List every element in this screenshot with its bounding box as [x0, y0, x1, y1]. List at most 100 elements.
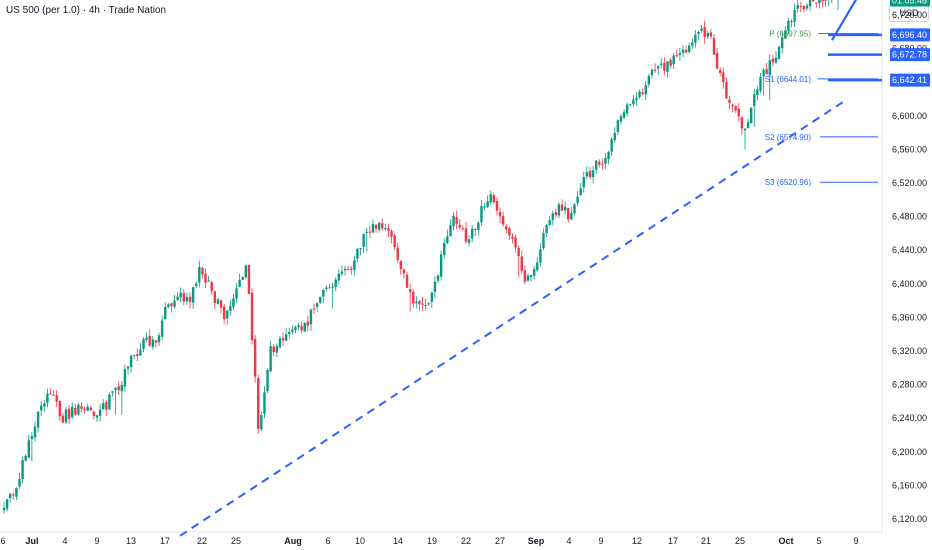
- candle-body: [821, 0, 824, 2]
- candle-body: [27, 440, 31, 458]
- candle-body: [650, 69, 654, 76]
- candle-body: [588, 170, 592, 178]
- candle-body: [43, 403, 46, 407]
- candle-body: [722, 72, 725, 83]
- y-tick-label: 6,200.00: [892, 447, 927, 457]
- candle-body: [49, 393, 52, 395]
- candle-body: [594, 160, 598, 170]
- candle-body: [288, 331, 291, 335]
- candle-body: [145, 337, 148, 340]
- candle-body: [5, 499, 9, 509]
- candle-body: [67, 408, 71, 419]
- candle-body: [312, 308, 316, 310]
- x-tick-label: 6: [325, 536, 330, 546]
- candle-body: [356, 248, 359, 259]
- candle-body: [359, 247, 362, 250]
- candle-body: [229, 306, 232, 311]
- candle-body: [802, 6, 806, 10]
- candle-body: [567, 208, 570, 220]
- pivot-level-label: S3 (6520.96): [765, 178, 812, 187]
- candle-body: [455, 216, 458, 224]
- candle-body: [71, 406, 74, 418]
- candle-body: [483, 206, 486, 208]
- x-tick-label: 9: [94, 536, 99, 546]
- candle-body: [46, 393, 49, 403]
- candle-body: [399, 261, 403, 270]
- trendline: [179, 99, 846, 537]
- candle-body: [173, 300, 176, 307]
- candle-body: [480, 206, 483, 223]
- candle-body: [439, 254, 443, 277]
- candle-body: [350, 268, 353, 270]
- candle-body: [396, 247, 399, 260]
- candle-body: [638, 91, 641, 98]
- candle-body: [818, 0, 821, 4]
- candle-body: [601, 163, 604, 165]
- candle-body: [126, 366, 130, 369]
- candle-body: [281, 338, 285, 341]
- candle-body: [21, 460, 24, 480]
- candle-body: [759, 76, 762, 91]
- candle-body: [340, 271, 344, 274]
- pivot-level-label: S2 (6574.90): [765, 133, 812, 142]
- candle-body: [557, 204, 561, 216]
- candle-body: [136, 354, 139, 356]
- candle-body: [120, 384, 124, 392]
- candle-body: [176, 296, 179, 300]
- x-tick-label: Jul: [25, 536, 38, 546]
- candle-body: [492, 195, 496, 203]
- candle-body: [746, 121, 750, 129]
- candle-body: [619, 116, 623, 122]
- candle-body: [467, 239, 471, 243]
- candle-body: [666, 61, 669, 72]
- candle-body: [780, 37, 784, 49]
- candle-body: [12, 494, 15, 496]
- candle-body: [740, 117, 744, 129]
- candle-body: [133, 354, 136, 356]
- candle-body: [346, 268, 350, 270]
- candle-body: [77, 404, 80, 415]
- candle-body: [297, 325, 300, 328]
- candle-body: [545, 225, 548, 234]
- candle-body: [573, 204, 576, 214]
- candle-body: [787, 20, 790, 31]
- candle-body: [331, 286, 334, 288]
- y-tick-label: 6,480.00: [892, 212, 927, 222]
- candle-body: [784, 30, 787, 39]
- candle-body: [260, 414, 263, 430]
- candle-body: [517, 247, 520, 257]
- candle-body: [718, 70, 722, 73]
- candle-body: [427, 303, 430, 305]
- x-tick-label: Oct: [778, 536, 793, 546]
- candle-body: [343, 268, 347, 271]
- x-tick-label: 17: [160, 536, 170, 546]
- candle-body: [756, 89, 759, 96]
- candle-body: [198, 266, 201, 283]
- candle-body: [520, 256, 523, 271]
- candle-body: [675, 55, 678, 57]
- candle-body: [551, 213, 554, 220]
- candle-body: [508, 228, 511, 236]
- candle-body: [495, 201, 499, 211]
- candle-body: [811, 0, 815, 2]
- candle-body: [244, 265, 248, 278]
- candle-body: [532, 268, 536, 276]
- x-tick-label: 19: [427, 536, 437, 546]
- candle-body: [635, 97, 638, 101]
- candle-body: [92, 411, 96, 416]
- y-tick-label: 6,440.00: [892, 245, 927, 255]
- candle-body: [824, 0, 827, 1]
- candle-body: [706, 32, 709, 37]
- candle-body: [381, 223, 384, 229]
- candle-body: [523, 270, 527, 282]
- candle-body: [188, 296, 192, 302]
- candle-body: [430, 292, 434, 303]
- candle-body: [210, 281, 213, 291]
- candle-body: [616, 120, 620, 132]
- candle-body: [222, 306, 226, 320]
- x-tick-label: 22: [461, 536, 471, 546]
- candle-body: [74, 407, 77, 415]
- candle-body: [591, 170, 595, 178]
